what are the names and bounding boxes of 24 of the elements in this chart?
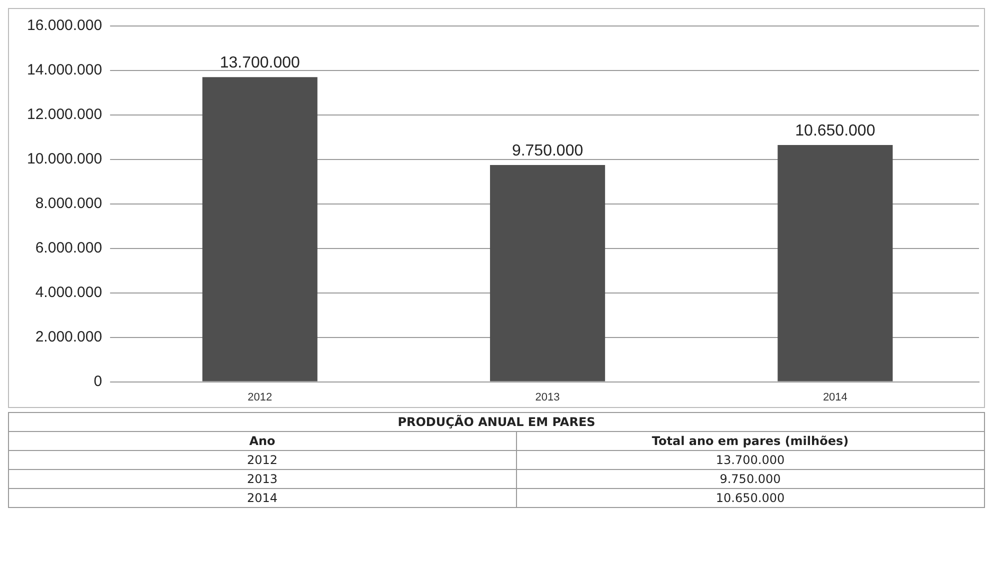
- x-tick-label: 2012: [248, 391, 272, 404]
- text: 9.750.000: [720, 472, 781, 486]
- y-tick-label: 4.000.000: [35, 284, 102, 301]
- y-tick-label: 2.000.000: [35, 328, 102, 346]
- y-tick-label: 14.000.000: [26, 62, 102, 79]
- y-tick-label: 8.000.000: [35, 195, 102, 212]
- text: Total ano em pares (milhões): [516, 432, 984, 450]
- data-label: 9.750.000: [512, 142, 584, 160]
- y-tick-label: 10.000.000: [26, 150, 102, 168]
- y-tick-label: 16.000.000: [26, 17, 102, 34]
- y-tick-label: 0: [94, 372, 102, 390]
- category-label: 2013: [246, 472, 278, 486]
- category-label: 2014: [246, 491, 278, 505]
- text: Ano: [8, 432, 516, 450]
- y-tick-label: 12.000.000: [26, 106, 102, 124]
- x-tick-label: 2014: [822, 391, 848, 404]
- text: 13.700.000: [716, 453, 785, 467]
- category-label: 2012: [246, 453, 278, 467]
- data-label: 13.700.000: [220, 54, 300, 72]
- y-tick-label: 6.000.000: [35, 240, 102, 257]
- data-label: 10.650.000: [795, 122, 876, 140]
- x-tick-label: 2013: [535, 391, 560, 404]
- text: PRODUÇÃO ANUAL EM PARES: [8, 412, 984, 432]
- text: 10.650.000: [716, 491, 785, 505]
